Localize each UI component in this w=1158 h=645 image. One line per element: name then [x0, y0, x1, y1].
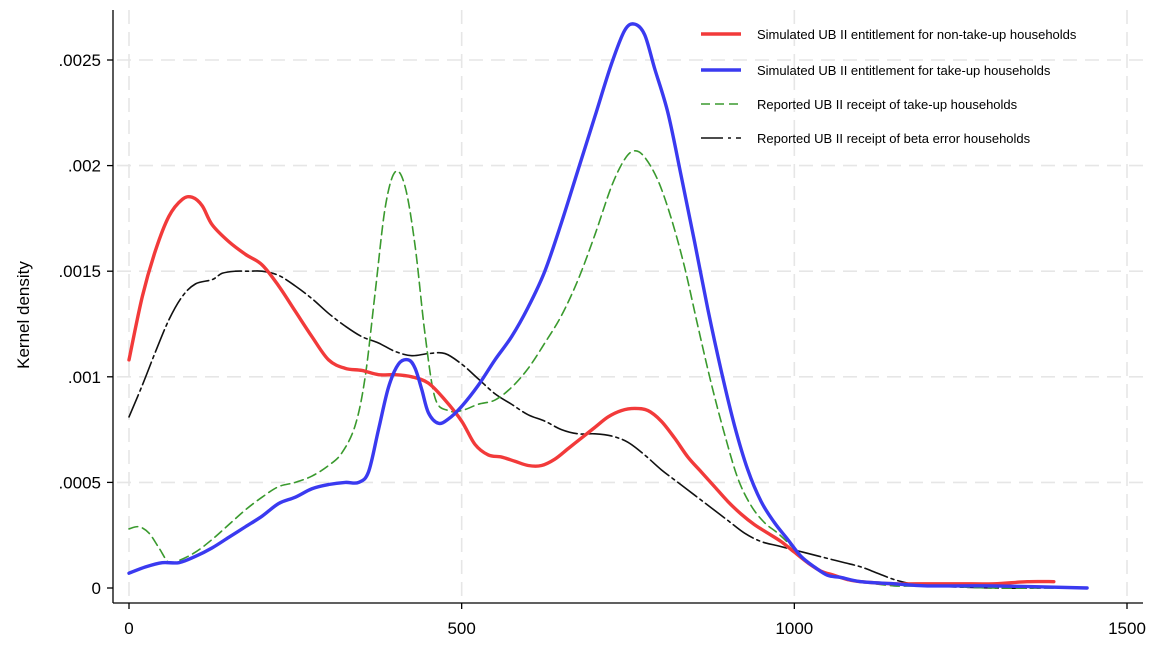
- y-tick-label: .002: [68, 157, 101, 176]
- series-line-simulated-ub-ii-entitlement-for-non-take-up-households: [127, 194, 1056, 586]
- x-tick-label: 0: [124, 619, 133, 638]
- series-line-reported-ub-ii-receipt-of-take-up-households: [128, 149, 1062, 589]
- x-tick-label: 1500: [1108, 619, 1146, 638]
- x-tick-label: 1000: [775, 619, 813, 638]
- legend-item: Simulated UB II entitlement for non-take…: [701, 27, 1077, 42]
- grid-lines: [117, 10, 1143, 602]
- y-tick-label: .0025: [58, 51, 101, 70]
- y-tick-label: .001: [68, 368, 101, 387]
- legend-item: Reported UB II receipt of beta error hou…: [701, 131, 1031, 146]
- legend-label: Reported UB II receipt of beta error hou…: [757, 131, 1031, 146]
- legend-label: Simulated UB II entitlement for non-take…: [757, 27, 1077, 42]
- x-tick-label: 500: [447, 619, 475, 638]
- y-tick-label: 0: [92, 579, 101, 598]
- series-layer: [127, 22, 1089, 590]
- y-tick-label: .0005: [58, 473, 101, 492]
- legend-label: Reported UB II receipt of take-up househ…: [757, 97, 1018, 112]
- legend-item: Reported UB II receipt of take-up househ…: [701, 97, 1018, 112]
- y-tick-label: .0015: [58, 262, 101, 281]
- y-axis-title: Kernel density: [14, 261, 33, 369]
- series-line-reported-ub-ii-receipt-of-beta-error-households: [128, 270, 1042, 589]
- tick-marks: 0 .0005 .001 .0015 .002 .0025 0 500 1000 1500: [58, 51, 1145, 638]
- axes: [112, 10, 1143, 604]
- series-line-simulated-ub-ii-entitlement-for-take-up-households: [127, 22, 1089, 590]
- legend-label: Simulated UB II entitlement for take-up …: [757, 63, 1051, 78]
- legend-item: Simulated UB II entitlement for take-up …: [701, 63, 1051, 78]
- legend: Simulated UB II entitlement for non-take…: [701, 27, 1077, 146]
